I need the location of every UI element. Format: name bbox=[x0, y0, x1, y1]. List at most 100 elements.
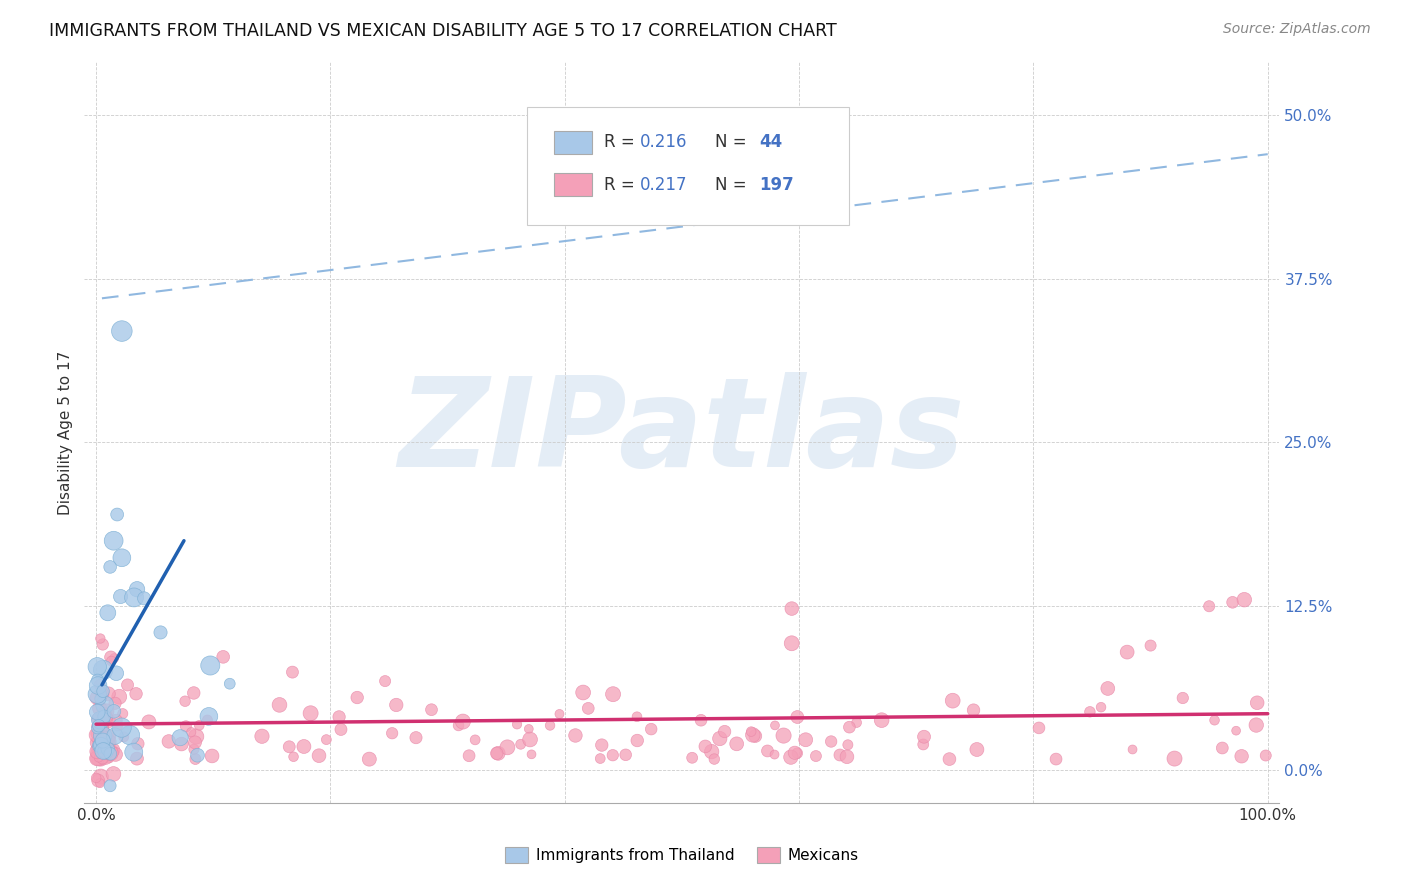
Point bbox=[292, 739, 315, 754]
Point bbox=[87, 726, 110, 740]
Point bbox=[725, 737, 748, 751]
Point bbox=[198, 709, 221, 723]
Point bbox=[184, 735, 207, 749]
Point bbox=[86, 751, 108, 765]
Point bbox=[1230, 749, 1253, 764]
Point bbox=[564, 729, 586, 743]
Point bbox=[845, 715, 868, 730]
Text: 0.216: 0.216 bbox=[640, 134, 688, 152]
Point bbox=[1045, 752, 1067, 766]
Point bbox=[94, 734, 117, 748]
Point bbox=[86, 751, 108, 765]
Point bbox=[278, 739, 301, 754]
Point bbox=[89, 739, 111, 753]
Point bbox=[1222, 595, 1244, 609]
Point bbox=[117, 678, 139, 692]
Point bbox=[89, 713, 111, 727]
Point bbox=[346, 690, 368, 705]
Point bbox=[464, 732, 486, 747]
Point bbox=[804, 749, 827, 764]
Point bbox=[87, 719, 110, 733]
Point bbox=[86, 705, 108, 719]
Point bbox=[86, 726, 108, 740]
Point bbox=[572, 685, 595, 699]
Point bbox=[1198, 599, 1220, 614]
Point bbox=[496, 740, 519, 755]
Point bbox=[90, 752, 112, 766]
Point bbox=[197, 713, 219, 727]
Point bbox=[174, 719, 197, 733]
Point bbox=[1122, 742, 1144, 756]
Point bbox=[91, 751, 114, 765]
Point bbox=[103, 651, 125, 665]
Point bbox=[458, 748, 481, 763]
Point bbox=[626, 710, 648, 724]
Point bbox=[105, 666, 128, 681]
Point bbox=[86, 690, 108, 705]
Point bbox=[1116, 645, 1139, 659]
Point bbox=[97, 736, 120, 750]
Point bbox=[86, 741, 108, 756]
Point bbox=[98, 729, 121, 743]
Point bbox=[837, 738, 859, 752]
Point bbox=[94, 729, 117, 743]
Point bbox=[299, 706, 322, 721]
Point bbox=[184, 752, 207, 766]
Point bbox=[283, 749, 305, 764]
Point bbox=[87, 679, 110, 693]
Point bbox=[107, 720, 129, 734]
Point bbox=[86, 735, 108, 749]
Point bbox=[681, 751, 703, 765]
Y-axis label: Disability Age 5 to 17: Disability Age 5 to 17 bbox=[58, 351, 73, 515]
Point bbox=[381, 726, 404, 740]
Point bbox=[87, 712, 110, 726]
Point bbox=[103, 767, 125, 781]
Point bbox=[218, 677, 240, 691]
Point bbox=[780, 601, 803, 615]
Point bbox=[786, 746, 808, 760]
Point bbox=[756, 744, 779, 758]
Point bbox=[912, 738, 935, 752]
Point bbox=[122, 745, 145, 759]
Point bbox=[104, 747, 127, 762]
Point bbox=[763, 718, 786, 732]
Point bbox=[709, 731, 731, 746]
Point bbox=[97, 742, 120, 756]
Point bbox=[103, 704, 125, 718]
Point bbox=[509, 737, 531, 751]
Point bbox=[86, 746, 108, 760]
Point bbox=[91, 747, 114, 762]
Point bbox=[91, 744, 114, 758]
Point bbox=[614, 747, 637, 762]
Point bbox=[180, 725, 202, 739]
Point bbox=[519, 732, 541, 747]
Text: R =: R = bbox=[605, 176, 640, 194]
Text: ZIPatlas: ZIPatlas bbox=[399, 372, 965, 493]
Point bbox=[110, 590, 132, 604]
Point bbox=[591, 738, 613, 752]
Legend: Immigrants from Thailand, Mexicans: Immigrants from Thailand, Mexicans bbox=[499, 841, 865, 869]
Point bbox=[108, 690, 131, 704]
Point bbox=[87, 713, 110, 727]
Point bbox=[700, 745, 723, 759]
Point bbox=[780, 636, 803, 650]
Point bbox=[94, 740, 117, 755]
Point bbox=[626, 733, 648, 747]
Point bbox=[93, 709, 115, 723]
Point bbox=[111, 706, 134, 721]
Point bbox=[112, 730, 135, 744]
Point bbox=[328, 710, 350, 724]
Point bbox=[281, 665, 304, 680]
Point bbox=[451, 714, 474, 729]
FancyBboxPatch shape bbox=[554, 130, 592, 154]
Point bbox=[962, 703, 984, 717]
Point bbox=[1171, 690, 1194, 705]
Point bbox=[330, 723, 353, 737]
Point bbox=[111, 324, 134, 338]
Point bbox=[485, 747, 508, 761]
Point bbox=[138, 714, 160, 729]
Text: 0.217: 0.217 bbox=[640, 176, 688, 194]
Point bbox=[90, 750, 112, 764]
Point bbox=[86, 721, 108, 735]
Point bbox=[695, 739, 717, 754]
